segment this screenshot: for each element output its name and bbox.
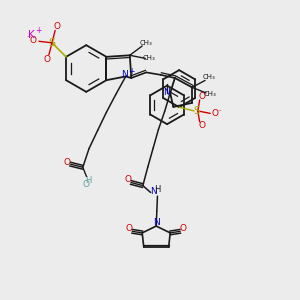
Text: N: N <box>121 70 128 80</box>
Text: H: H <box>85 176 91 185</box>
Text: H: H <box>154 185 161 194</box>
Text: CH₃: CH₃ <box>203 74 215 80</box>
Text: ⁻: ⁻ <box>218 107 222 116</box>
Text: S: S <box>194 106 200 116</box>
Text: O: O <box>199 92 206 101</box>
Text: O: O <box>63 158 70 167</box>
Text: O: O <box>44 55 51 64</box>
Text: N: N <box>153 218 160 227</box>
Text: O: O <box>126 224 133 233</box>
Text: O: O <box>124 175 131 184</box>
Text: +: + <box>35 26 42 35</box>
Text: O: O <box>82 180 89 189</box>
Text: CH₃: CH₃ <box>204 91 216 97</box>
Text: S: S <box>49 38 56 48</box>
Text: N: N <box>150 187 157 196</box>
Text: CH₃: CH₃ <box>140 40 153 46</box>
Text: ⁻: ⁻ <box>26 34 31 43</box>
Text: O: O <box>53 22 60 31</box>
Text: K: K <box>28 30 35 40</box>
Text: O: O <box>199 121 206 130</box>
Text: CH₃: CH₃ <box>143 56 156 62</box>
Text: +: + <box>128 67 134 76</box>
Text: O: O <box>30 36 37 45</box>
Text: O: O <box>180 224 187 233</box>
Text: O: O <box>211 109 218 118</box>
Text: N: N <box>163 88 170 97</box>
